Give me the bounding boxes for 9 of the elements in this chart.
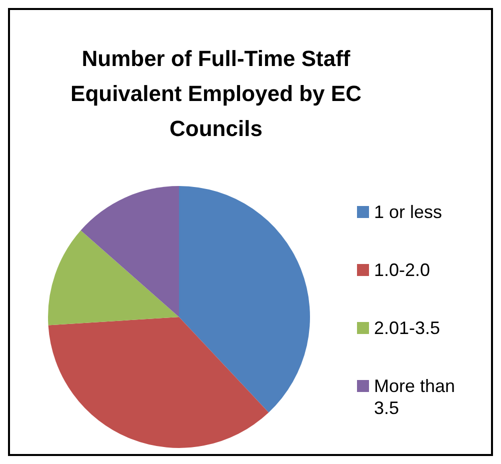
chart-title: Number of Full-Time Staff Equivalent Employed by EC Councils <box>70 46 362 141</box>
pie-slice <box>48 230 179 326</box>
pie-slice <box>48 317 269 448</box>
pie-slice <box>80 186 179 317</box>
legend-label: 2.01-3.5 <box>374 318 440 338</box>
legend-label: More than 3.5 <box>374 376 456 418</box>
pie-slice <box>179 186 310 412</box>
legend-label: 1 or less <box>374 202 442 222</box>
legend-label: 1.0-2.0 <box>374 260 430 280</box>
